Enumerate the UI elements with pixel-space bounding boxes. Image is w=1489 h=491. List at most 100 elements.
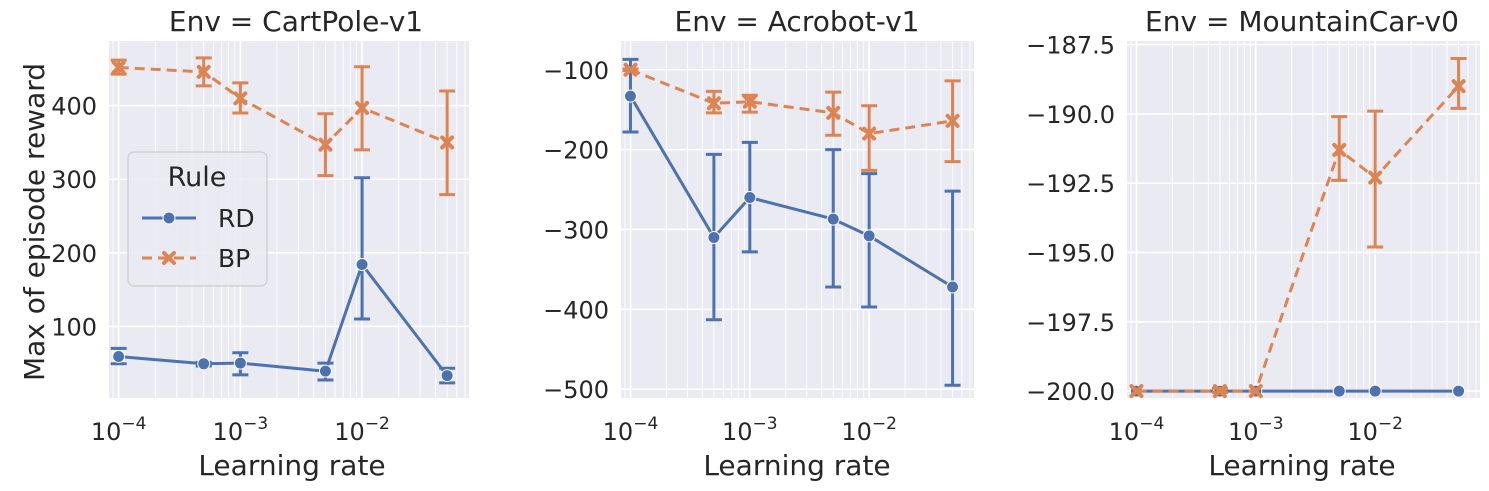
y-tick-label: −100 [543, 57, 609, 85]
data-point [318, 364, 332, 378]
x-marker-stroke [233, 91, 248, 106]
legend: Rule RD BP [127, 151, 268, 287]
data-point [197, 357, 211, 371]
data-point [355, 100, 370, 115]
data-point [318, 137, 333, 152]
x-tick-label: 10−4 [91, 414, 147, 446]
tick-exponent: −4 [633, 414, 658, 434]
tick-base: 10 [1228, 418, 1259, 446]
tick-exponent: −3 [243, 414, 268, 434]
y-tick-label: −195.0 [1026, 239, 1115, 267]
data-point [1129, 384, 1144, 399]
x-marker-stroke [318, 137, 333, 152]
data-point [1332, 142, 1347, 157]
panel-title: Env = Acrobot-v1 [675, 5, 920, 38]
grid [109, 41, 469, 398]
data-point [355, 258, 369, 272]
data-point [1452, 384, 1466, 398]
tick-base: 10 [334, 418, 365, 446]
tick-base: 10 [213, 418, 244, 446]
data-point [623, 62, 638, 77]
y-tick-label: −200.0 [1026, 378, 1115, 406]
panel-mountaincar: Env = MountainCar-v0 Learning rate 10−4 1… [1026, 5, 1480, 482]
error-bar [354, 176, 371, 321]
data-point [440, 369, 454, 383]
data-point [1451, 79, 1466, 94]
tick-exponent: −4 [1139, 414, 1164, 434]
x-marker-stroke [623, 62, 638, 77]
y-tick-label: −400 [543, 296, 609, 324]
x-marker-stroke [1368, 170, 1383, 185]
x-tick-label: 10−2 [841, 414, 897, 446]
x-marker-stroke [196, 64, 211, 79]
data-point [742, 94, 757, 109]
x-axis-label: Learning rate [198, 449, 385, 482]
y-tick-label: 400 [51, 93, 97, 121]
data-point [862, 229, 876, 243]
x-tick-label: 10−2 [1347, 414, 1403, 446]
legend-title: Rule [168, 162, 227, 193]
series-line [629, 68, 953, 136]
panel-title: Env = MountainCar-v0 [1145, 5, 1459, 38]
x-marker-stroke [162, 251, 176, 265]
data-point [233, 356, 247, 370]
x-marker-stroke [1129, 384, 1144, 399]
x-marker-stroke [355, 100, 370, 115]
series-line [629, 95, 954, 289]
x-marker-stroke [945, 113, 960, 128]
legend-label: RD [218, 204, 255, 233]
panel-cartpole: Env = CartPole-v1 Learning rate Max of e… [18, 5, 469, 482]
data-point [196, 64, 211, 79]
y-tick-label: 300 [51, 166, 97, 194]
data-point [1368, 170, 1383, 185]
x-marker-stroke [1332, 142, 1347, 157]
data-point [1248, 384, 1263, 399]
data-point [862, 126, 877, 141]
legend-marker [162, 211, 176, 225]
y-tick-label: −192.5 [1026, 170, 1115, 198]
series-rd [110, 176, 456, 385]
tick-base: 10 [722, 418, 753, 446]
panel-title: Env = CartPole-v1 [169, 5, 423, 38]
tick-base: 10 [91, 418, 122, 446]
x-marker-stroke [742, 94, 757, 109]
x-tick-label: 10−4 [1109, 414, 1165, 446]
series-line [118, 263, 449, 377]
x-marker-stroke [1248, 384, 1263, 399]
data-point [623, 89, 637, 103]
tick-base: 10 [841, 418, 872, 446]
tick-base: 10 [1109, 418, 1140, 446]
plot-background [1127, 41, 1480, 398]
x-tick-label: 10−3 [213, 414, 269, 446]
y-tick-label: 100 [51, 313, 97, 341]
series-rd [622, 57, 961, 387]
error-bar [861, 104, 878, 172]
x-axis-label: Learning rate [703, 449, 890, 482]
y-tick-label: −190.0 [1026, 101, 1115, 129]
legend-marker [162, 251, 176, 265]
data-point [826, 212, 840, 226]
x-tick-label: 10−2 [334, 414, 390, 446]
data-point [233, 91, 248, 106]
data-point [112, 349, 126, 363]
series-line [118, 66, 448, 147]
data-point [946, 280, 960, 294]
panel-acrobot: Env = Acrobot-v1 Learning rate 10−4 10−3 1… [543, 5, 974, 482]
series-bp [1129, 56, 1467, 399]
data-point [743, 191, 757, 205]
data-point [1212, 384, 1227, 399]
tick-exponent: −2 [872, 414, 897, 434]
x-tick-label: 10−3 [722, 414, 778, 446]
y-tick-label: −197.5 [1026, 309, 1115, 337]
series-line [1136, 85, 1460, 393]
tick-exponent: −3 [1259, 414, 1284, 434]
x-tick-label: 10−3 [1228, 414, 1284, 446]
tick-base: 10 [603, 418, 634, 446]
tick-exponent: −4 [121, 414, 146, 434]
data-point [826, 105, 841, 120]
x-marker-stroke [826, 105, 841, 120]
legend-label: BP [218, 244, 250, 273]
y-tick-label: −300 [543, 216, 609, 244]
series-bp [110, 56, 456, 197]
